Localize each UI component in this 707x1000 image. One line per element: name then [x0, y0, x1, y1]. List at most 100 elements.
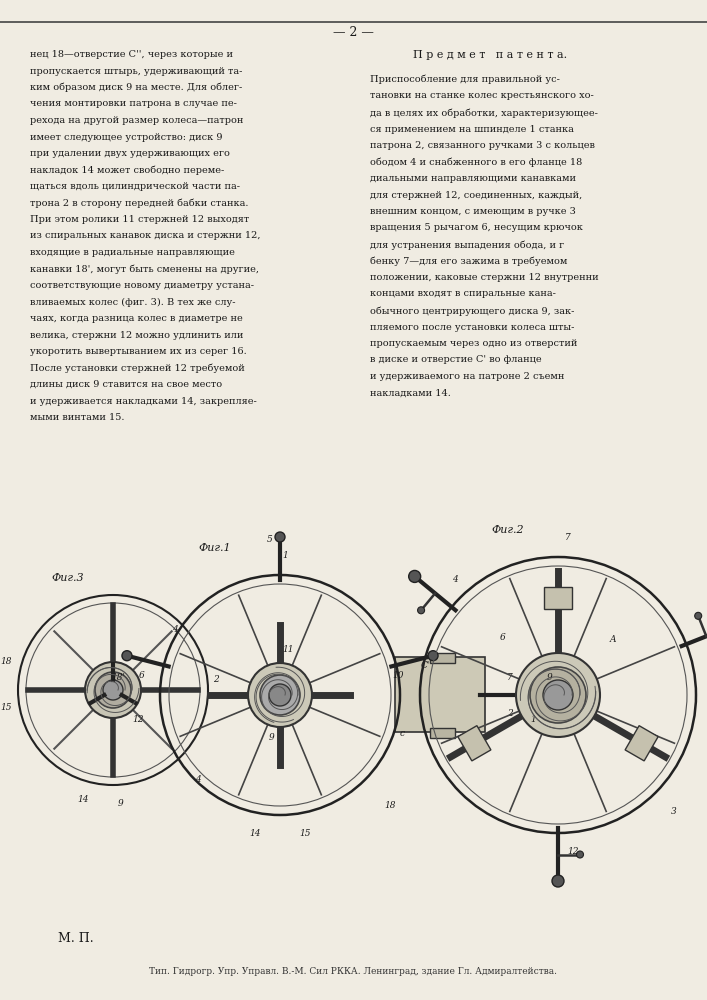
- Text: тановки на станке колес крестьянского хо-: тановки на станке колес крестьянского хо…: [370, 92, 594, 101]
- Text: вливаемых колес (фиг. 3). В тех же слу-: вливаемых колес (фиг. 3). В тех же слу-: [30, 298, 235, 307]
- Text: пропускается штырь, удерживающий та-: пропускается штырь, удерживающий та-: [30, 66, 243, 76]
- Text: 14: 14: [250, 828, 261, 838]
- Text: и удерживается накладками 14, закрепляе-: и удерживается накладками 14, закрепляе-: [30, 396, 257, 406]
- Text: ободом 4 и снабженного в его фланце 18: ободом 4 и снабженного в его фланце 18: [370, 157, 583, 167]
- Text: 10: 10: [392, 670, 404, 680]
- Text: 15: 15: [299, 828, 311, 838]
- Text: трона 2 в сторону передней бабки станка.: трона 2 в сторону передней бабки станка.: [30, 198, 248, 208]
- Text: 9: 9: [118, 798, 124, 808]
- Circle shape: [122, 651, 132, 661]
- Text: да в целях их обработки, характеризующее-: да в целях их обработки, характеризующее…: [370, 108, 598, 117]
- Text: Фиг.3: Фиг.3: [52, 573, 84, 583]
- Text: и удерживаемого на патроне 2 съемн: и удерживаемого на патроне 2 съемн: [370, 372, 564, 381]
- Circle shape: [552, 875, 564, 887]
- Text: длины диск 9 ставится на свое место: длины диск 9 ставится на свое место: [30, 380, 222, 389]
- Text: бенку 7—для его зажима в требуемом: бенку 7—для его зажима в требуемом: [370, 256, 568, 266]
- Circle shape: [103, 680, 123, 700]
- Text: щаться вдоль цилиндрической части па-: щаться вдоль цилиндрической части па-: [30, 182, 240, 191]
- Circle shape: [269, 684, 291, 706]
- Text: М. П.: М. П.: [58, 932, 93, 944]
- Text: 15: 15: [0, 704, 12, 712]
- Text: Фиг.1: Фиг.1: [199, 543, 231, 553]
- Text: 6: 6: [139, 670, 145, 680]
- Circle shape: [418, 607, 425, 614]
- Text: канавки 18', могут быть сменены на другие,: канавки 18', могут быть сменены на други…: [30, 264, 259, 274]
- Text: 18: 18: [0, 658, 12, 666]
- Circle shape: [275, 532, 285, 542]
- Text: обычного центрирующего диска 9, зак-: обычного центрирующего диска 9, зак-: [370, 306, 574, 316]
- Circle shape: [85, 662, 141, 718]
- Bar: [430, 653, 455, 663]
- Text: ся применением на шпинделе 1 станка: ся применением на шпинделе 1 станка: [370, 124, 574, 133]
- Text: 1: 1: [282, 550, 288, 560]
- Circle shape: [530, 667, 586, 723]
- Text: 7: 7: [565, 532, 571, 542]
- Text: 1: 1: [530, 716, 536, 724]
- Text: 5: 5: [267, 536, 273, 544]
- Circle shape: [516, 653, 600, 737]
- Circle shape: [695, 612, 702, 619]
- Circle shape: [543, 680, 573, 710]
- Text: 4: 4: [195, 776, 201, 784]
- Circle shape: [260, 675, 300, 715]
- Text: соответствующие новому диаметру устана-: соответствующие новому диаметру устана-: [30, 281, 254, 290]
- Circle shape: [576, 851, 583, 858]
- Polygon shape: [458, 726, 491, 761]
- Polygon shape: [625, 726, 658, 761]
- Text: 18: 18: [384, 800, 396, 810]
- Text: C': C': [421, 660, 430, 670]
- Text: A: A: [609, 636, 617, 645]
- Text: диальными направляющими канавками: диальными направляющими канавками: [370, 174, 576, 183]
- Text: в диске и отверстие С' во фланце: в диске и отверстие С' во фланце: [370, 356, 542, 364]
- Text: рехода на другой размер колеса—патрон: рехода на другой размер колеса—патрон: [30, 116, 243, 125]
- Text: пропускаемым через одно из отверстий: пропускаемым через одно из отверстий: [370, 339, 578, 348]
- Text: вращения 5 рычагом 6, несущим крючок: вращения 5 рычагом 6, несущим крючок: [370, 224, 583, 232]
- Text: 2: 2: [213, 676, 219, 684]
- Text: Фиг.2: Фиг.2: [491, 525, 525, 535]
- Text: 3: 3: [671, 806, 677, 816]
- Polygon shape: [544, 587, 572, 609]
- Text: при удалении двух удерживающих его: при удалении двух удерживающих его: [30, 149, 230, 158]
- Text: 6: 6: [500, 633, 506, 642]
- Text: 12: 12: [132, 716, 144, 724]
- Text: нец 18—отверстие С'', через которые и: нец 18—отверстие С'', через которые и: [30, 50, 233, 59]
- Text: 12: 12: [567, 846, 579, 856]
- Text: 4: 4: [172, 626, 178, 635]
- Text: внешним концом, с имеющим в ручке 3: внешним концом, с имеющим в ручке 3: [370, 207, 576, 216]
- Text: укоротить вывертыванием их из серег 16.: укоротить вывертыванием их из серег 16.: [30, 347, 247, 356]
- Bar: [395, 657, 485, 732]
- Text: — 2 —: — 2 —: [332, 25, 373, 38]
- Circle shape: [409, 570, 421, 582]
- Text: накладок 14 может свободно переме-: накладок 14 может свободно переме-: [30, 165, 224, 175]
- Text: для устранения выпадения обода, и г: для устранения выпадения обода, и г: [370, 240, 564, 249]
- Text: Приспособление для правильной ус-: Приспособление для правильной ус-: [370, 75, 560, 85]
- Text: 9: 9: [269, 732, 275, 742]
- Text: чаях, когда разница колес в диаметре не: чаях, когда разница колес в диаметре не: [30, 314, 243, 323]
- Circle shape: [95, 672, 131, 708]
- Text: накладками 14.: накладками 14.: [370, 388, 451, 397]
- Text: П р е д м е т   п а т е н т а.: П р е д м е т п а т е н т а.: [413, 50, 567, 60]
- Circle shape: [248, 663, 312, 727]
- Text: концами входят в спиральные кана-: концами входят в спиральные кана-: [370, 290, 556, 298]
- Text: из спиральных канавок диска и стержни 12,: из спиральных канавок диска и стержни 12…: [30, 232, 260, 240]
- Text: 4: 4: [452, 574, 458, 584]
- Text: патрона 2, связанного ручками 3 с кольцев: патрона 2, связанного ручками 3 с кольце…: [370, 141, 595, 150]
- Text: 18': 18': [111, 674, 125, 682]
- Text: велика, стержни 12 можно удлинить или: велика, стержни 12 можно удлинить или: [30, 330, 243, 340]
- Text: 7: 7: [507, 672, 513, 682]
- Text: имеет следующее устройство: диск 9: имеет следующее устройство: диск 9: [30, 132, 223, 141]
- Text: положении, каковые стержни 12 внутренни: положении, каковые стержни 12 внутренни: [370, 273, 599, 282]
- Text: c: c: [399, 728, 404, 738]
- Text: 14: 14: [77, 794, 89, 804]
- Bar: [430, 728, 455, 738]
- Text: мыми винтами 15.: мыми винтами 15.: [30, 413, 124, 422]
- Text: для стержней 12, соединенных, каждый,: для стержней 12, соединенных, каждый,: [370, 190, 583, 200]
- Text: После установки стержней 12 требуемой: После установки стержней 12 требуемой: [30, 363, 245, 373]
- Text: При этом ролики 11 стержней 12 выходят: При этом ролики 11 стержней 12 выходят: [30, 215, 250, 224]
- Circle shape: [428, 651, 438, 661]
- Text: ким образом диск 9 на месте. Для облег-: ким образом диск 9 на месте. Для облег-: [30, 83, 243, 93]
- Text: Тип. Гидрогр. Упр. Управл. В.-М. Сил РККА. Ленинград, здание Гл. Адмиралтейства.: Тип. Гидрогр. Упр. Управл. В.-М. Сил РКК…: [149, 968, 557, 976]
- Text: чения монтировки патрона в случае пе-: чения монтировки патрона в случае пе-: [30, 100, 237, 108]
- Text: 9: 9: [547, 672, 553, 682]
- Text: входящие в радиальные направляющие: входящие в радиальные направляющие: [30, 248, 235, 257]
